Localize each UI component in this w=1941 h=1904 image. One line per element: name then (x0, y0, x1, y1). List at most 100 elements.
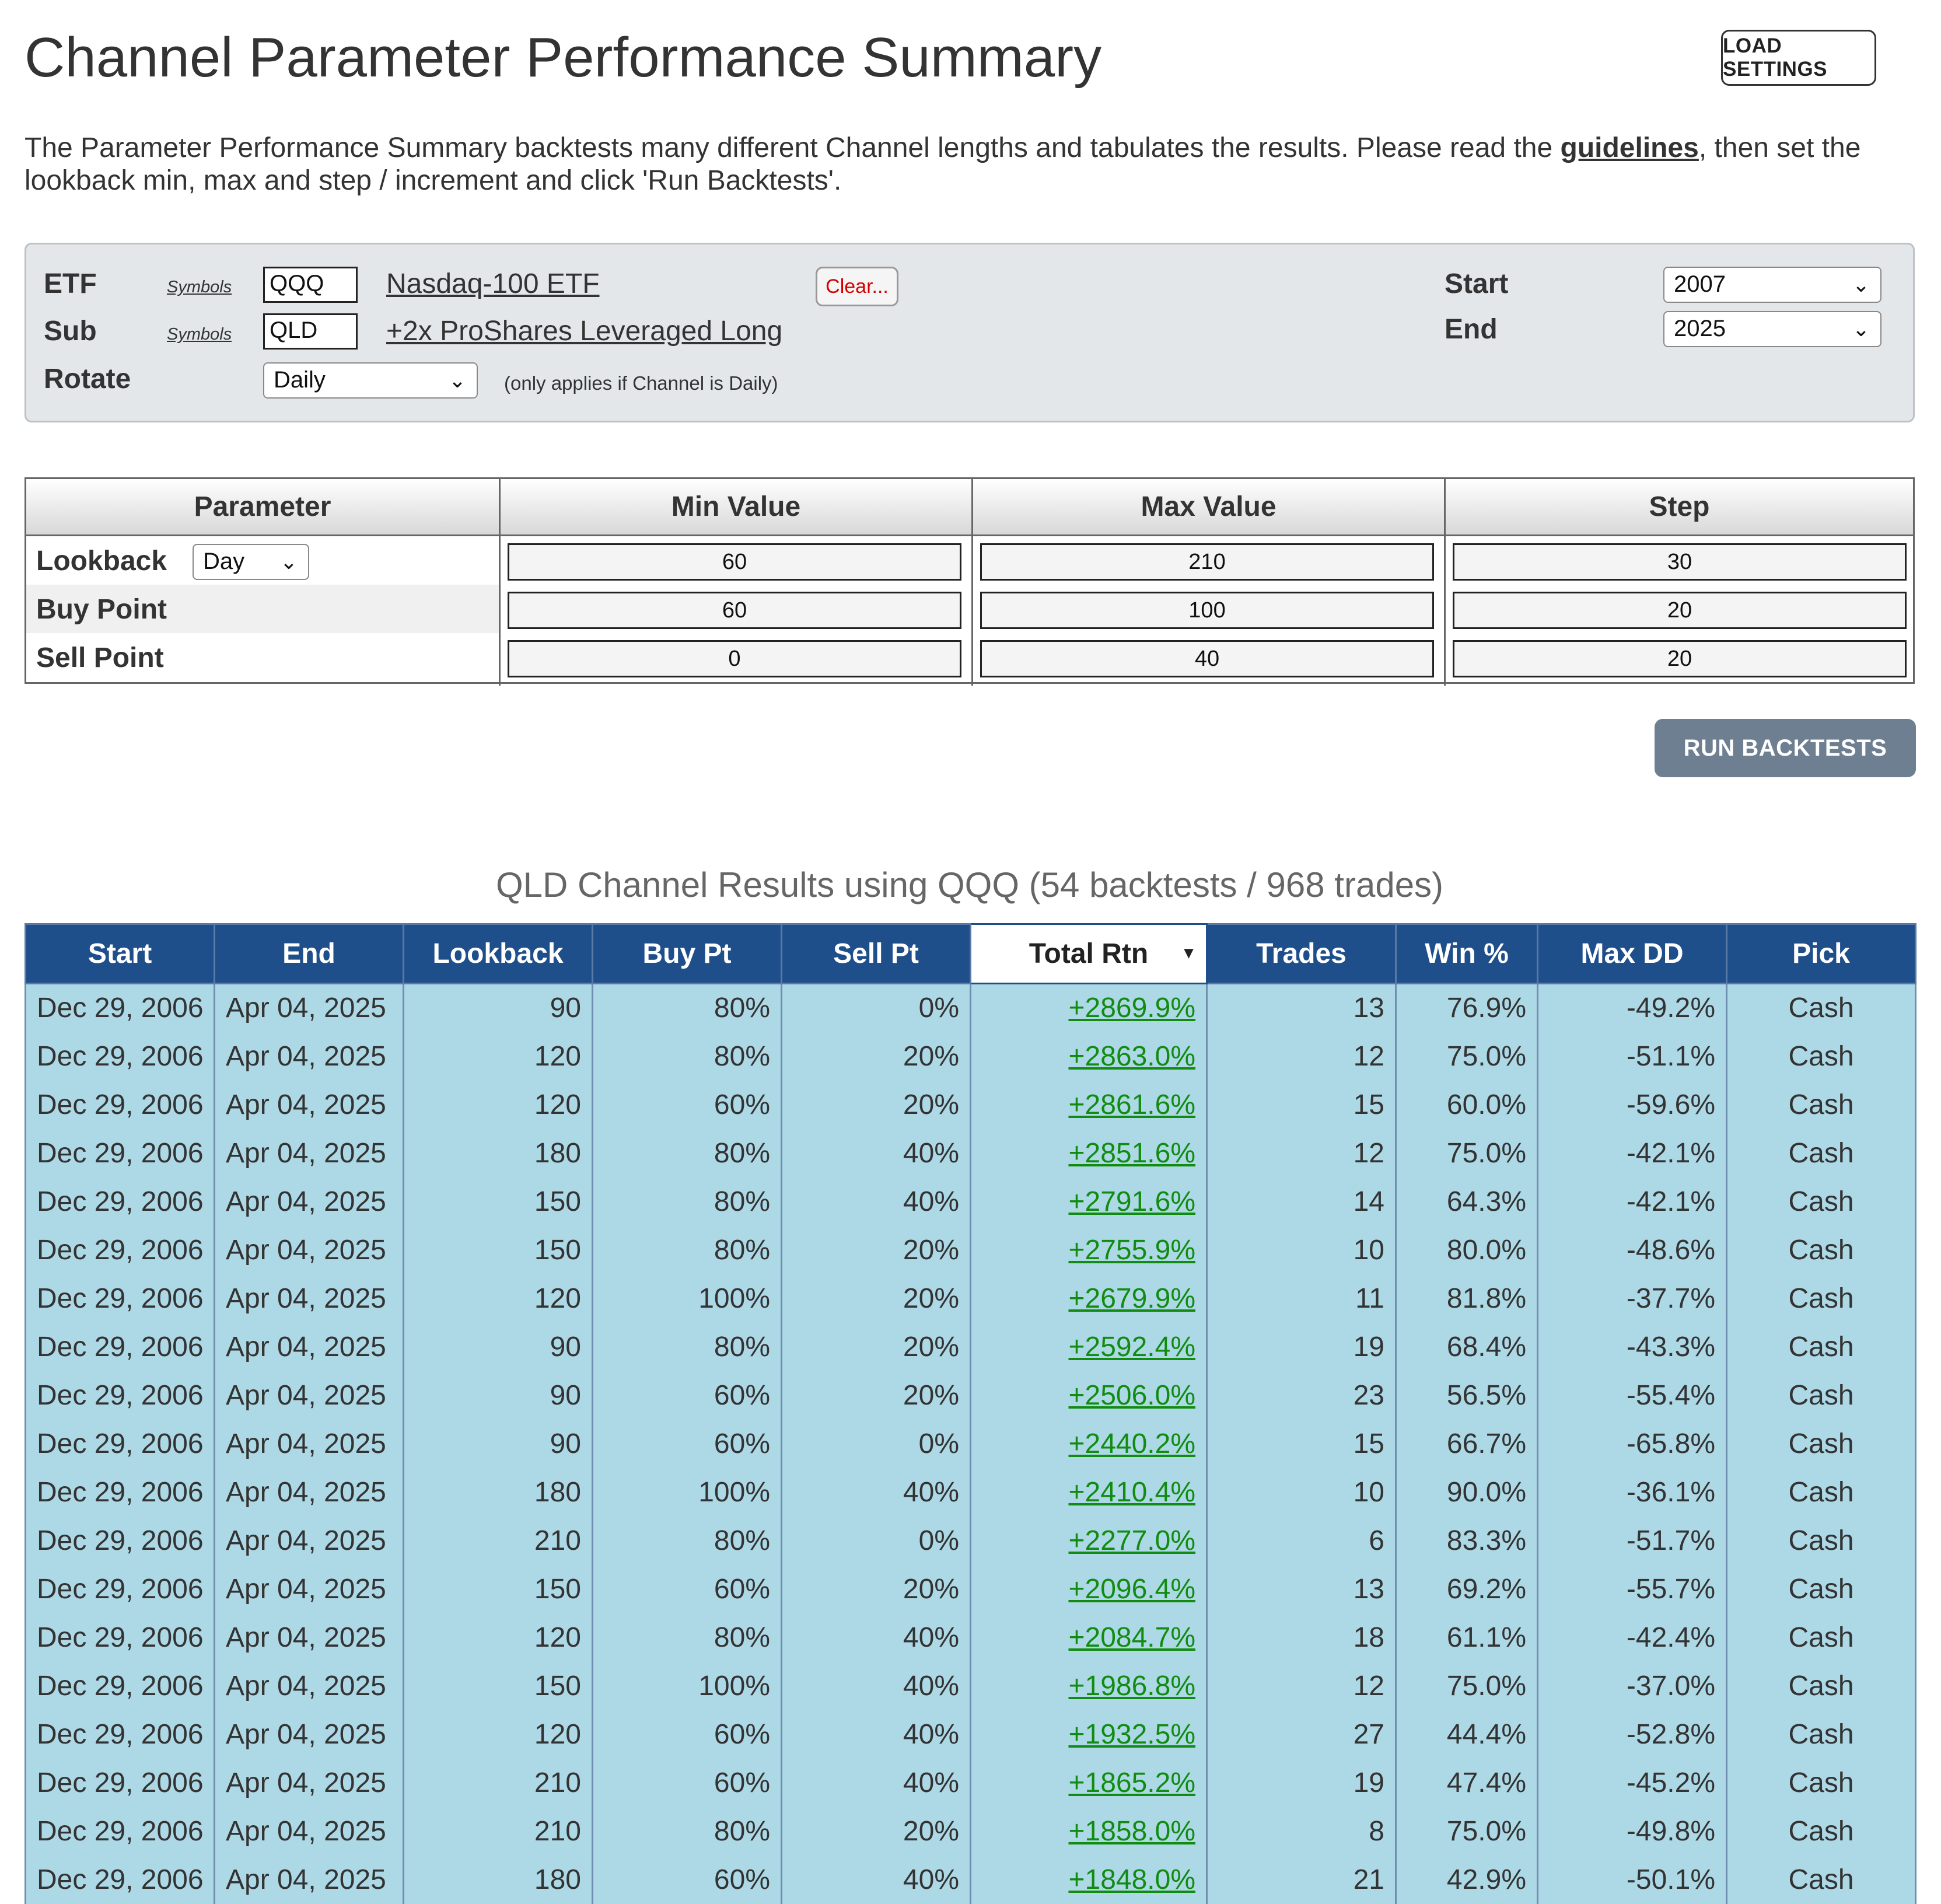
total-return-link[interactable]: +2755.9% (1068, 1234, 1195, 1266)
cell-win-pct: 75.0% (1395, 1129, 1538, 1178)
col-header-end[interactable]: End (214, 923, 404, 984)
buy-point-max-input[interactable]: 100 (980, 592, 1434, 629)
col-header-sell-pt[interactable]: Sell Pt (781, 923, 971, 984)
cell-pick: Cash (1726, 1564, 1916, 1613)
etf-label: ETF (44, 268, 97, 299)
cell-lookback: 90 (403, 1371, 593, 1420)
cell-lookback: 90 (403, 1322, 593, 1371)
sub-symbol-input[interactable]: QLD (263, 313, 358, 350)
cell-trades: 19 (1206, 1322, 1397, 1371)
sell-point-min-input[interactable]: 0 (508, 640, 961, 677)
cell-max-dd: -42.4% (1537, 1613, 1727, 1662)
cell-win-pct: 47.4% (1395, 1758, 1538, 1807)
sell-point-label: Sell Point (36, 642, 164, 673)
cell-buy-pt: 100% (592, 1661, 782, 1710)
total-return-link[interactable]: +2506.0% (1068, 1379, 1195, 1411)
cell-start: Dec 29, 2006 (25, 1758, 215, 1807)
lookback-unit-select[interactable]: Day ⌄ (193, 544, 309, 580)
col-header-pick[interactable]: Pick (1726, 923, 1916, 984)
total-return-link[interactable]: +1986.8% (1068, 1670, 1195, 1702)
lookback-step-input[interactable]: 30 (1453, 543, 1907, 581)
total-return-link[interactable]: +2869.9% (1068, 993, 1195, 1024)
total-return-link[interactable]: +2851.6% (1068, 1137, 1195, 1169)
cell-pick: Cash (1726, 1371, 1916, 1420)
buy-point-step-input[interactable]: 20 (1453, 592, 1907, 629)
total-return-link[interactable]: +1858.0% (1068, 1815, 1195, 1847)
cell-end: Apr 04, 2025 (214, 1371, 404, 1420)
col-header-trades[interactable]: Trades (1206, 923, 1397, 984)
cell-sell-pt: 20% (781, 1080, 971, 1129)
col-header-total-rtn-label: Total Rtn (1029, 938, 1149, 969)
lookback-max-input[interactable]: 210 (980, 543, 1434, 581)
col-header-start[interactable]: Start (25, 923, 215, 984)
cell-end: Apr 04, 2025 (214, 1710, 404, 1759)
run-backtests-button[interactable]: RUN BACKTESTS (1655, 719, 1916, 777)
table-row: Dec 29, 2006 Apr 04, 2025 120 60% 40% +1932.5… (25, 1710, 1916, 1759)
table-row: Dec 29, 2006 Apr 04, 2025 180 80% 40% +2851.6… (25, 1129, 1916, 1178)
cell-max-dd: -50.1% (1537, 1855, 1727, 1904)
etf-symbols-link[interactable]: Symbols (167, 278, 232, 296)
total-return-link[interactable]: +2679.9% (1068, 1283, 1195, 1314)
results-body: Dec 29, 2006 Apr 04, 2025 90 80% 0% +2869.9% 1… (25, 983, 1916, 1904)
cell-trades: 12 (1206, 1661, 1397, 1710)
clear-button[interactable]: Clear... (816, 267, 898, 306)
etf-symbol-input[interactable]: QQQ (263, 267, 358, 303)
chevron-down-icon: ⌄ (279, 550, 298, 574)
total-return-link[interactable]: +2277.0% (1068, 1525, 1195, 1556)
cell-pick: Cash (1726, 1468, 1916, 1517)
sell-point-max-input[interactable]: 40 (980, 640, 1434, 677)
table-row: Dec 29, 2006 Apr 04, 2025 120 60% 20% +2861.6… (25, 1080, 1916, 1129)
cell-buy-pt: 60% (592, 1080, 782, 1129)
cell-sell-pt: 40% (781, 1758, 971, 1807)
col-header-max-dd[interactable]: Max DD (1537, 923, 1727, 984)
sub-name-link[interactable]: +2x ProShares Leveraged Long (386, 316, 783, 347)
table-row: Dec 29, 2006 Apr 04, 2025 150 60% 20% +2096.4… (25, 1564, 1916, 1613)
total-return-link[interactable]: +1865.2% (1068, 1767, 1195, 1798)
cell-lookback: 90 (403, 1419, 593, 1468)
total-return-link[interactable]: +2084.7% (1068, 1622, 1195, 1653)
end-year-select[interactable]: 2025 ⌄ (1663, 311, 1881, 347)
lookback-min-input[interactable]: 60 (508, 543, 961, 581)
total-return-link[interactable]: +2440.2% (1068, 1428, 1195, 1459)
total-return-link[interactable]: +2410.4% (1068, 1476, 1195, 1508)
cell-buy-pt: 100% (592, 1468, 782, 1517)
cell-trades: 13 (1206, 1564, 1397, 1613)
cell-trades: 12 (1206, 1129, 1397, 1178)
total-return-link[interactable]: +2592.4% (1068, 1331, 1195, 1363)
cell-lookback: 120 (403, 1080, 593, 1129)
total-return-link[interactable]: +1932.5% (1068, 1718, 1195, 1750)
cell-sell-pt: 0% (781, 1516, 971, 1565)
cell-trades: 18 (1206, 1613, 1397, 1662)
cell-sell-pt: 0% (781, 983, 971, 1032)
cell-trades: 11 (1206, 1274, 1397, 1323)
cell-end: Apr 04, 2025 (214, 1613, 404, 1662)
cell-max-dd: -42.1% (1537, 1177, 1727, 1226)
cell-lookback: 90 (403, 983, 593, 1032)
col-header-total-rtn[interactable]: Total Rtn ▾ (970, 923, 1208, 984)
rotate-select[interactable]: Daily ⌄ (263, 362, 478, 399)
cell-total-rtn: +2592.4% (970, 1322, 1208, 1371)
buy-point-min-input[interactable]: 60 (508, 592, 961, 629)
cell-max-dd: -37.7% (1537, 1274, 1727, 1323)
total-return-link[interactable]: +2863.0% (1068, 1040, 1195, 1072)
sell-point-step-input[interactable]: 20 (1453, 640, 1907, 677)
col-header-lookback[interactable]: Lookback (403, 923, 593, 984)
cell-trades: 27 (1206, 1710, 1397, 1759)
total-return-link[interactable]: +2861.6% (1068, 1089, 1195, 1120)
chevron-down-icon: ⌄ (1852, 317, 1870, 341)
total-return-link[interactable]: +1848.0% (1068, 1864, 1195, 1895)
cell-end: Apr 04, 2025 (214, 1516, 404, 1565)
col-header-win-pct[interactable]: Win % (1395, 923, 1538, 984)
etf-name-link[interactable]: Nasdaq-100 ETF (386, 268, 600, 299)
cell-end: Apr 04, 2025 (214, 1274, 404, 1323)
total-return-link[interactable]: +2791.6% (1068, 1186, 1195, 1217)
sub-symbols-link[interactable]: Symbols (167, 325, 232, 344)
start-year-select[interactable]: 2007 ⌄ (1663, 267, 1881, 303)
chevron-down-icon: ⌄ (448, 368, 466, 392)
load-settings-button[interactable]: LOAD SETTINGS (1721, 30, 1876, 86)
cell-win-pct: 75.0% (1395, 1032, 1538, 1081)
total-return-link[interactable]: +2096.4% (1068, 1573, 1195, 1605)
cell-sell-pt: 40% (781, 1661, 971, 1710)
col-header-buy-pt[interactable]: Buy Pt (592, 923, 782, 984)
guidelines-link[interactable]: guidelines (1560, 132, 1699, 163)
